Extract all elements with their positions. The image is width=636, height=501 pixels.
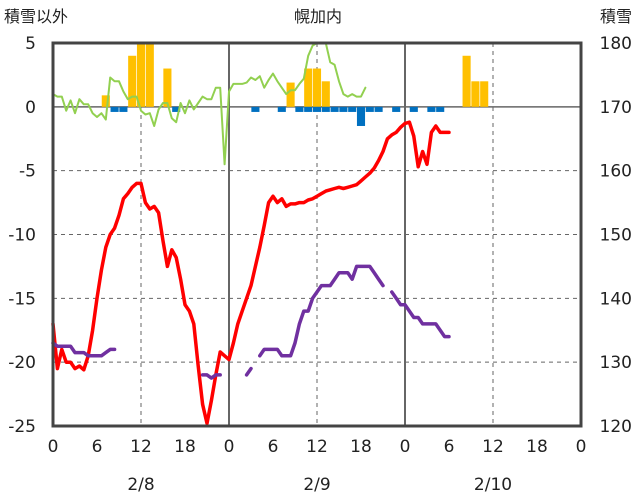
left-y-tick: -20 [8,353,36,373]
precip-bar [304,68,313,107]
sunshine-bar [365,106,374,112]
sunshine-bar [312,106,322,112]
left-y-tick: 5 [25,34,36,54]
left-y-tick: 0 [25,98,36,118]
right-y-tick: 180 [600,34,632,54]
x-tick: 12 [482,437,504,457]
date-label: 2/8 [127,475,154,495]
precip-bar [312,68,322,107]
x-tick: 0 [400,437,411,457]
sunshine-bar [436,106,445,112]
precip-bar [462,55,471,107]
sunshine-bar [374,106,383,112]
sunshine-bar [427,106,436,112]
precip-bar [321,81,330,107]
precip-bar [101,95,110,107]
left-y-tick: -25 [8,417,36,437]
date-labels: 2/8 2/9 2/10 [127,475,512,495]
right-y-tick: 120 [600,417,632,437]
gridlines [53,43,581,426]
sunshine-bar [304,106,313,112]
x-tick: 0 [48,437,59,457]
x-tick: 6 [92,437,103,457]
precip-bar [286,82,295,107]
series-line-snow-depth [244,366,253,377]
series-line-temperature [51,120,451,426]
x-tick: 18 [350,437,372,457]
sunshine-bar [321,106,330,112]
sunshine-bar [356,106,366,126]
precip-bar [480,81,489,107]
x-tick: 12 [130,437,152,457]
sunshine-bar [251,106,260,112]
series-line-wind-speed [52,42,367,166]
series-line-snow-depth [390,290,451,339]
right-y-tick: 170 [600,98,632,118]
left-axis-label: 積雪以外 [4,7,68,26]
precip-bar [128,55,137,107]
left-y-tick: -5 [19,162,36,182]
right-y-tick: 150 [600,226,632,246]
left-y-tick: -10 [8,226,36,246]
sunshine-bar [277,106,286,112]
sunshine-bar [172,106,181,112]
right-y-tick-labels: 180 170 160 150 140 130 120 [600,34,632,437]
sunshine-bar [409,106,418,112]
bar-series [101,43,489,126]
x-tick-labels: 0 6 12 18 0 6 12 18 0 6 12 18 0 [48,437,587,457]
precip-bar [136,43,146,107]
sunshine-bar [339,106,348,112]
right-y-tick: 140 [600,289,632,309]
chart-title: 幌加内 [294,7,342,26]
left-y-tick-labels: 5 0 -5 -10 -15 -20 -25 [8,34,36,437]
sunshine-bar [295,106,304,112]
right-y-tick: 160 [600,162,632,182]
sunshine-bar [110,106,119,112]
plot-frame [51,41,583,428]
date-label: 2/9 [303,475,330,495]
series-line-snow-depth [200,373,222,380]
sunshine-bar [330,106,339,112]
x-tick: 6 [444,437,455,457]
right-axis-label: 積雪 [600,7,632,26]
sunshine-bar [348,106,357,112]
x-tick: 0 [224,437,235,457]
precip-bar [163,68,172,107]
date-label: 2/10 [474,475,512,495]
x-tick: 12 [306,437,328,457]
precip-bar [145,43,154,107]
sunshine-bar [119,106,128,112]
x-tick: 6 [268,437,279,457]
x-tick: 18 [526,437,548,457]
sunshine-bar [392,106,401,112]
x-tick: 18 [174,437,196,457]
x-tick: 0 [576,437,587,457]
right-y-tick: 130 [600,353,632,373]
left-y-tick: -15 [8,289,36,309]
precip-bar [471,81,480,107]
series-line-snow-depth [51,341,117,358]
series-line-snow-depth [258,264,385,358]
line-series [51,42,451,426]
